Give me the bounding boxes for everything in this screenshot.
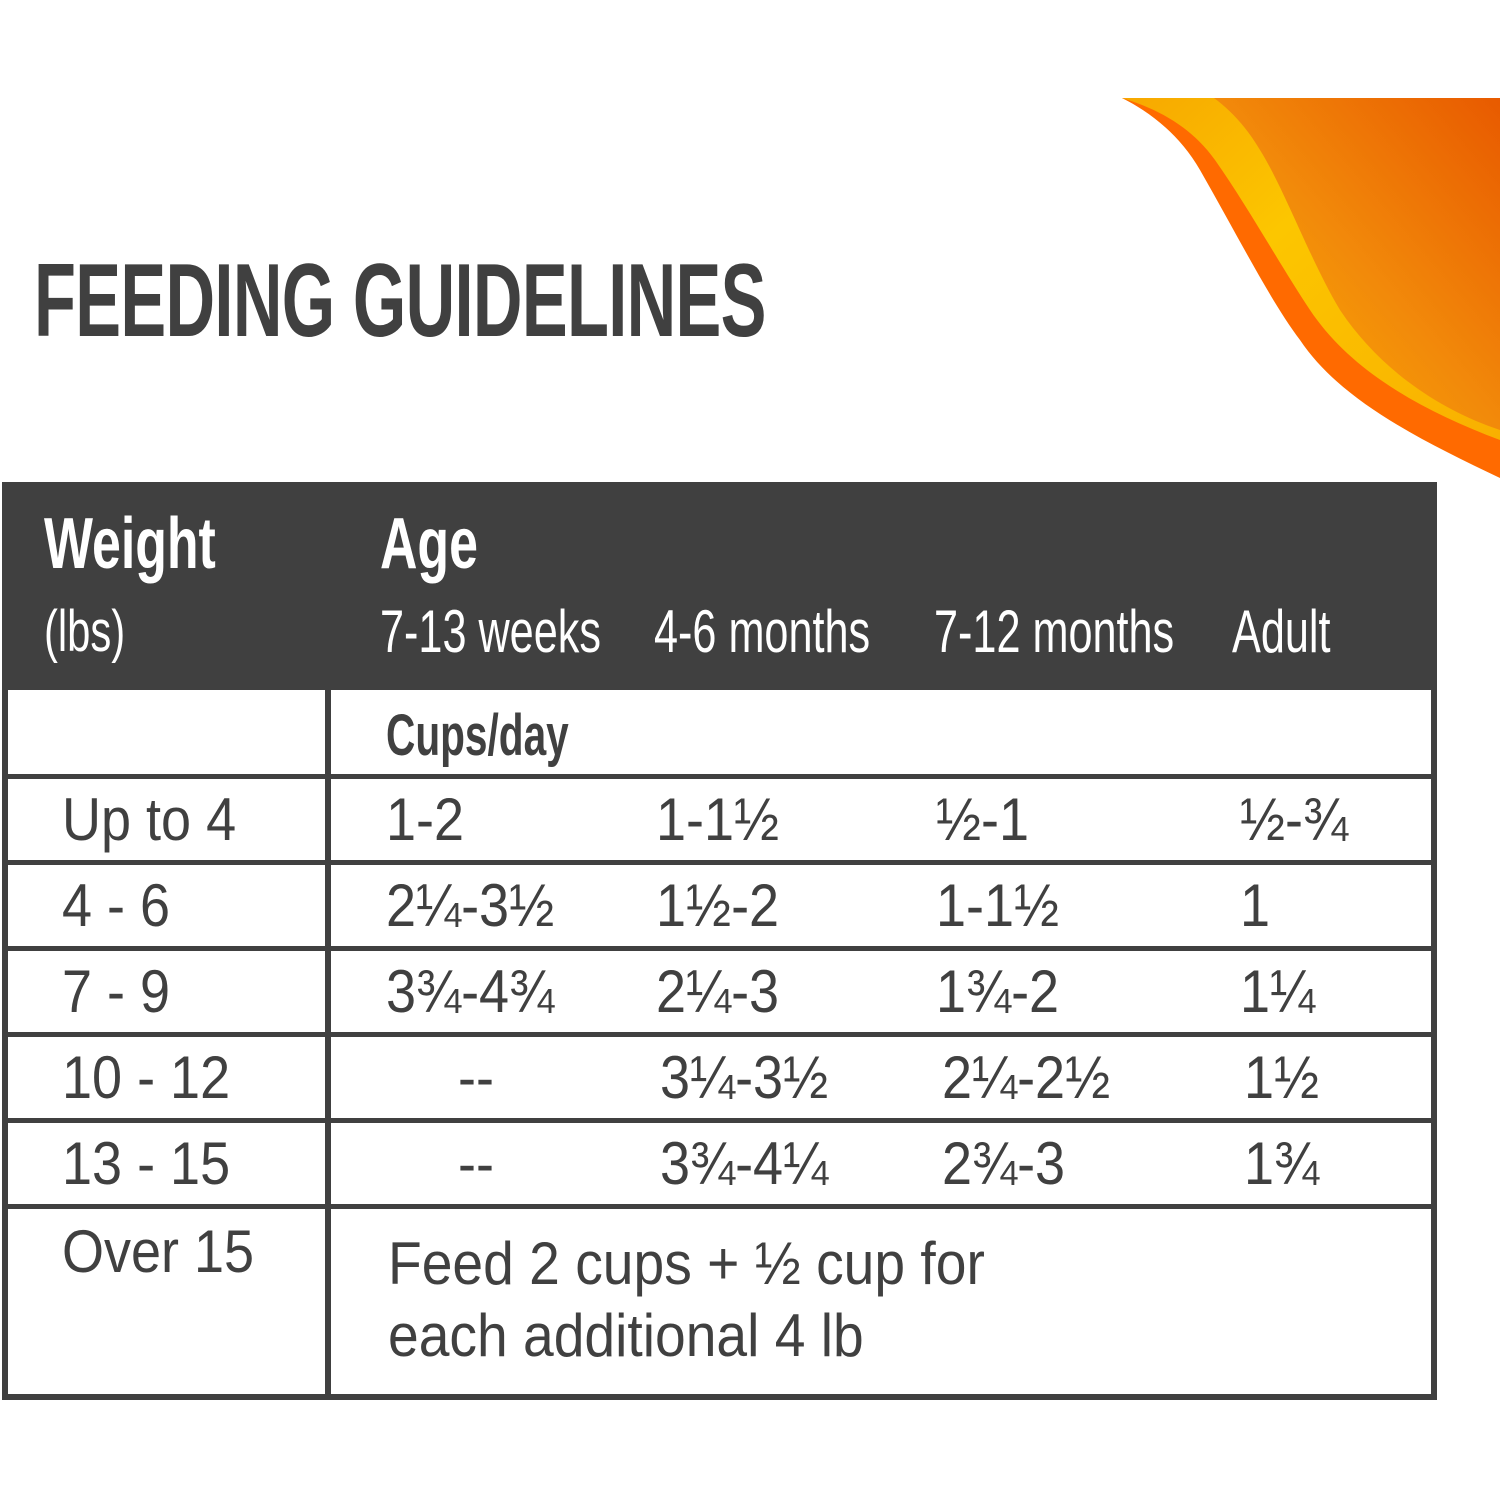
value-cell: 2¼-3 xyxy=(656,958,780,1025)
header-col-7-13-weeks: 7-13 weeks xyxy=(380,598,601,665)
table-header: Weight (lbs) Age 7-13 weeks 4-6 months 7… xyxy=(2,482,1437,690)
row-divider xyxy=(2,860,1437,865)
decorative-swoosh-graphic xyxy=(1122,98,1500,478)
header-col-adult: Adult xyxy=(1232,598,1331,665)
column-divider xyxy=(325,690,331,1394)
value-cell: 1-1½ xyxy=(936,872,1060,939)
weight-cell: 7 - 9 xyxy=(62,958,171,1025)
row-divider xyxy=(2,946,1437,951)
value-cell: 1 xyxy=(1240,872,1271,939)
header-col-7-12-months: 7-12 months xyxy=(934,598,1175,665)
row-divider xyxy=(2,1204,1437,1209)
value-cell: 1½-2 xyxy=(656,872,780,939)
value-cell: 2¼-2½ xyxy=(942,1044,1111,1111)
value-cell: 3¾-4¼ xyxy=(660,1130,829,1197)
value-cell: 1¾-2 xyxy=(936,958,1060,1025)
header-weight-label: Weight xyxy=(44,504,216,584)
header-weight-unit: (lbs) xyxy=(44,599,126,664)
value-cell: 1¼ xyxy=(1240,958,1316,1025)
weight-cell: Up to 4 xyxy=(62,786,237,853)
value-cell: 1½ xyxy=(1244,1044,1320,1111)
value-cell: 1¾ xyxy=(1244,1130,1320,1197)
weight-cell: Over 15 xyxy=(62,1218,255,1285)
weight-cell: 4 - 6 xyxy=(62,872,171,939)
value-cell: 1-1½ xyxy=(656,786,780,853)
row-divider xyxy=(2,774,1437,779)
value-cell: ½-1 xyxy=(936,786,1030,853)
weight-cell: 13 - 15 xyxy=(62,1130,231,1197)
value-cell: 3¼-3½ xyxy=(660,1044,829,1111)
feeding-table: Weight (lbs) Age 7-13 weeks 4-6 months 7… xyxy=(2,482,1437,1400)
value-cell: 2¼-3½ xyxy=(386,872,555,939)
weight-cell: 10 - 12 xyxy=(62,1044,231,1111)
over-15-note: Feed 2 cups + ½ cup for each additional … xyxy=(388,1230,985,1369)
row-divider xyxy=(2,1118,1437,1123)
page-title: FEEDING GUIDELINES xyxy=(34,243,766,359)
header-age-label: Age xyxy=(380,504,478,584)
header-col-4-6-months: 4-6 months xyxy=(654,598,871,665)
unit-label-cups-per-day: Cups/day xyxy=(386,703,569,768)
value-cell: 2¾-3 xyxy=(942,1130,1066,1197)
value-cell: -- xyxy=(458,1130,494,1197)
value-cell: 1-2 xyxy=(386,786,465,853)
value-cell: 3¾-4¾ xyxy=(386,958,555,1025)
value-cell: ½-¾ xyxy=(1240,786,1349,853)
value-cell: -- xyxy=(458,1044,494,1111)
row-divider xyxy=(2,1032,1437,1037)
